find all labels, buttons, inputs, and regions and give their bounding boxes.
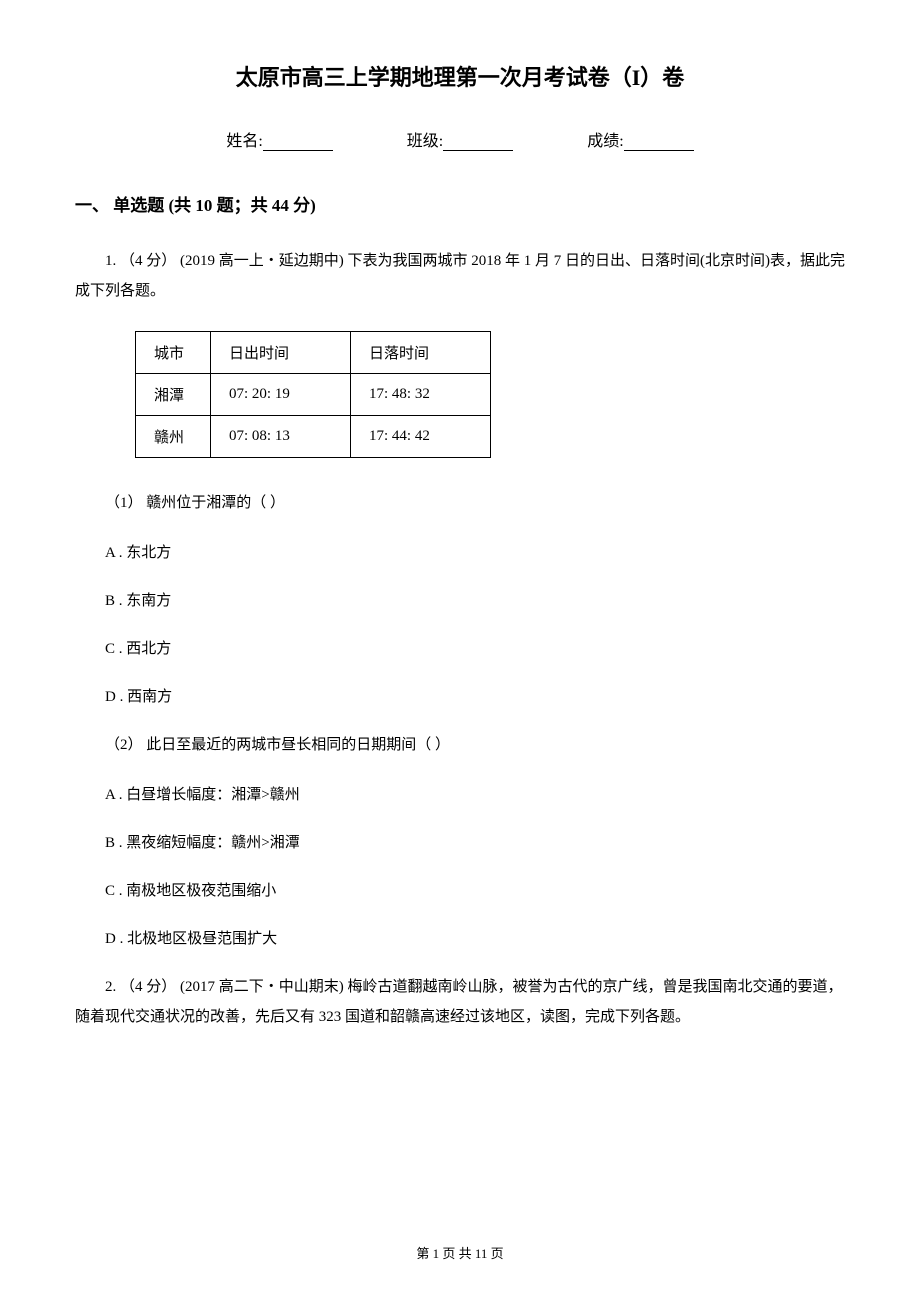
q1-sub2-option-c: C . 南极地区极夜范围缩小: [75, 876, 845, 906]
name-underline: [263, 150, 333, 151]
table-cell: 赣州: [136, 416, 211, 458]
q1-table: 城市 日出时间 日落时间 湘潭 07: 20: 19 17: 48: 32 赣州…: [135, 331, 491, 458]
section-header: 一、 单选题 (共 10 题；共 44 分): [75, 191, 845, 216]
q1-sub2-option-a: A . 白昼增长幅度：湘潭>赣州: [75, 780, 845, 810]
q1-sub2: （2） 此日至最近的两城市昼长相同的日期期间（ ）: [75, 730, 845, 760]
table-row: 城市 日出时间 日落时间: [136, 332, 491, 374]
class-field: 班级:: [407, 127, 513, 151]
table-cell: 07: 20: 19: [211, 374, 351, 416]
q1-sub2-option-b: B . 黑夜缩短幅度：赣州>湘潭: [75, 828, 845, 858]
score-label: 成绩:: [587, 133, 623, 150]
q1-sub1-option-a: A . 东北方: [75, 538, 845, 568]
q1-sub1-option-d: D . 西南方: [75, 682, 845, 712]
table-row: 赣州 07: 08: 13 17: 44: 42: [136, 416, 491, 458]
class-label: 班级:: [407, 133, 443, 150]
table-header-sunset: 日落时间: [351, 332, 491, 374]
table-cell: 07: 08: 13: [211, 416, 351, 458]
name-label: 姓名:: [226, 133, 262, 150]
table-header-city: 城市: [136, 332, 211, 374]
q1-sub1-option-b: B . 东南方: [75, 586, 845, 616]
page-footer: 第 1 页 共 11 页: [0, 1243, 920, 1262]
table-cell: 17: 48: 32: [351, 374, 491, 416]
score-field: 成绩:: [587, 127, 693, 151]
question-1-text: 1. （4 分） (2019 高一上・延边期中) 下表为我国两城市 2018 年…: [75, 246, 845, 306]
table-header-sunrise: 日出时间: [211, 332, 351, 374]
q1-sub1: （1） 赣州位于湘潭的（ ）: [75, 488, 845, 518]
question-2-text: 2. （4 分） (2017 高二下・中山期末) 梅岭古道翻越南岭山脉，被誉为古…: [75, 972, 845, 1032]
exam-title: 太原市高三上学期地理第一次月考试卷（I）卷: [75, 60, 845, 92]
score-underline: [624, 150, 694, 151]
q1-sub1-option-c: C . 西北方: [75, 634, 845, 664]
class-underline: [443, 150, 513, 151]
table-cell: 17: 44: 42: [351, 416, 491, 458]
table-row: 湘潭 07: 20: 19 17: 48: 32: [136, 374, 491, 416]
form-row: 姓名: 班级: 成绩:: [75, 127, 845, 151]
q1-sub2-option-d: D . 北极地区极昼范围扩大: [75, 924, 845, 954]
name-field: 姓名:: [226, 127, 332, 151]
table-cell: 湘潭: [136, 374, 211, 416]
